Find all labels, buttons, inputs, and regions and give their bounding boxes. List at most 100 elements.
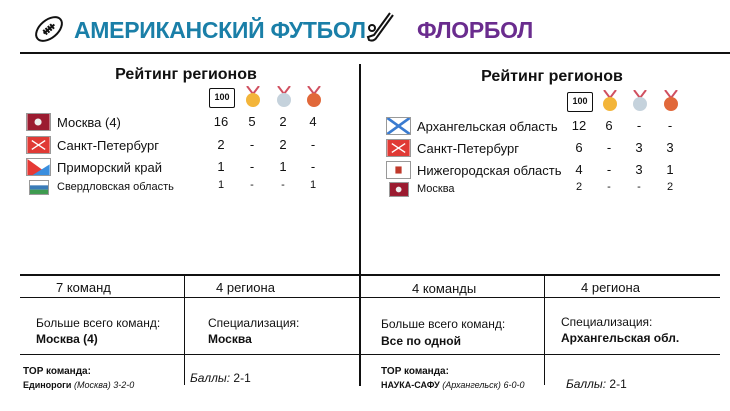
points-label: Баллы: xyxy=(566,377,607,391)
region-name: Санкт-Петербург xyxy=(57,137,159,153)
table-col-divider xyxy=(544,275,545,385)
af-points: Баллы: 2-1 xyxy=(190,371,251,385)
region-value: 2 xyxy=(666,181,674,193)
af-specialization-value: Москва xyxy=(208,332,252,346)
fb-points: Баллы: 2-1 xyxy=(566,377,627,391)
points-value: 2-1 xyxy=(609,377,627,391)
table-col-divider xyxy=(184,275,185,385)
region-value: 1 xyxy=(217,179,225,191)
region-value: - xyxy=(281,179,285,191)
football-icon xyxy=(35,16,63,42)
points-label: Баллы: xyxy=(190,371,231,385)
silver-medal-icon xyxy=(633,90,647,111)
moscow-flag-icon xyxy=(389,181,409,197)
region-name: Санкт-Петербург xyxy=(417,140,519,156)
table-row-divider xyxy=(20,354,720,355)
region-row: Приморский край xyxy=(26,157,162,177)
region-row: Свердловская область xyxy=(26,177,174,197)
af-specialization-label: Специализация: xyxy=(208,316,300,330)
fb-regions-count: 4 региона xyxy=(581,280,640,295)
bronze-medal-icon xyxy=(664,90,678,111)
gold-medal-icon xyxy=(603,90,617,111)
region-value: 4 xyxy=(309,114,317,129)
region-value: 16 xyxy=(213,114,229,129)
region-value: 3 xyxy=(666,140,674,155)
silver-medal-icon xyxy=(277,86,291,107)
region-value: - xyxy=(249,137,255,152)
region-name: Нижегородская область xyxy=(417,162,562,178)
region-value: - xyxy=(310,137,316,152)
region-row: Москва xyxy=(386,179,455,199)
fb-specialization-label: Специализация: xyxy=(561,315,653,329)
region-value: 6 xyxy=(605,118,613,133)
region-value: - xyxy=(607,181,611,193)
region-name: Архангельская область xyxy=(417,118,558,134)
fb-most-teams-label: Больше всего команд: xyxy=(381,317,506,331)
moscow-flag-icon xyxy=(26,113,51,131)
points-value: 2-1 xyxy=(233,371,251,385)
region-value: 2 xyxy=(279,137,287,152)
team-city: (Москва) xyxy=(73,380,111,390)
region-row: Санкт-Петербург xyxy=(26,135,159,155)
bronze-medal-icon xyxy=(307,86,321,107)
region-value: 3 xyxy=(635,140,643,155)
region-value: 2 xyxy=(279,114,287,129)
region-value: - xyxy=(250,179,254,191)
af-most-teams-value: Москва (4) xyxy=(36,332,98,346)
spb-flag-icon xyxy=(386,139,411,157)
team-city: (Архангельск) xyxy=(442,380,501,390)
region-name: Свердловская область xyxy=(57,181,174,193)
region-value: - xyxy=(310,159,316,174)
points-100-icon: 100 xyxy=(567,92,593,112)
table-row-divider xyxy=(20,297,720,298)
center-divider xyxy=(359,64,361,386)
arkhangelsk-flag-icon xyxy=(386,117,411,135)
fb-rating-title: Рейтинг регионов xyxy=(481,68,623,85)
sverdlovsk-flag-icon xyxy=(29,179,49,195)
spb-flag-icon xyxy=(26,136,51,154)
team-record: 6-0-0 xyxy=(503,380,525,390)
region-value: 4 xyxy=(575,162,583,177)
af-top-team-label: TOP команда: xyxy=(23,366,91,377)
floorball-stick-icon xyxy=(366,12,394,42)
region-value: 6 xyxy=(575,140,583,155)
region-value: 3 xyxy=(635,162,643,177)
american-football-title: АМЕРИКАНСКИЙ ФУТБОЛ xyxy=(74,17,366,43)
af-most-teams-label: Больше всего команд: xyxy=(36,316,161,330)
region-name: Москва (4) xyxy=(57,114,121,130)
floorball-title: ФЛОРБОЛ xyxy=(417,17,534,43)
region-row: Санкт-Петербург xyxy=(386,138,519,158)
fb-most-teams-value: Все по одной xyxy=(381,334,462,348)
region-value: - xyxy=(636,118,642,133)
region-value: - xyxy=(667,118,673,133)
region-name: Москва xyxy=(417,183,455,195)
region-value: 1 xyxy=(217,159,225,174)
af-teams-count: 7 команд xyxy=(56,280,111,295)
af-rating-title: Рейтинг регионов xyxy=(115,66,257,83)
region-value: 2 xyxy=(575,181,583,193)
region-row: Архангельская область xyxy=(386,116,558,136)
fb-top-team-label: TOP команда: xyxy=(381,366,449,377)
region-row: Москва (4) xyxy=(26,112,121,132)
region-value: 5 xyxy=(248,114,256,129)
af-regions-count: 4 региона xyxy=(216,280,275,295)
region-name: Приморский край xyxy=(57,159,162,175)
region-value: 12 xyxy=(571,118,587,133)
fb-teams-count: 4 команды xyxy=(412,281,477,296)
team-name: НАУКА-САФУ xyxy=(381,380,440,390)
region-value: - xyxy=(606,162,612,177)
af-top-team: Единороги (Москва) 3-2-0 xyxy=(23,380,134,390)
region-row: Нижегородская область xyxy=(386,160,562,180)
header-divider xyxy=(20,52,730,54)
fb-top-team: НАУКА-САФУ (Архангельск) 6-0-0 xyxy=(381,380,524,390)
region-value: 1 xyxy=(666,162,674,177)
nizhny-flag-icon xyxy=(386,161,411,179)
fb-specialization-value: Архангельская обл. xyxy=(561,331,680,345)
region-value: 1 xyxy=(279,159,287,174)
gold-medal-icon xyxy=(246,86,260,107)
region-value: - xyxy=(637,181,641,193)
primorsky-flag-icon xyxy=(26,158,51,176)
region-value: - xyxy=(606,140,612,155)
team-name: Единороги xyxy=(23,380,72,390)
